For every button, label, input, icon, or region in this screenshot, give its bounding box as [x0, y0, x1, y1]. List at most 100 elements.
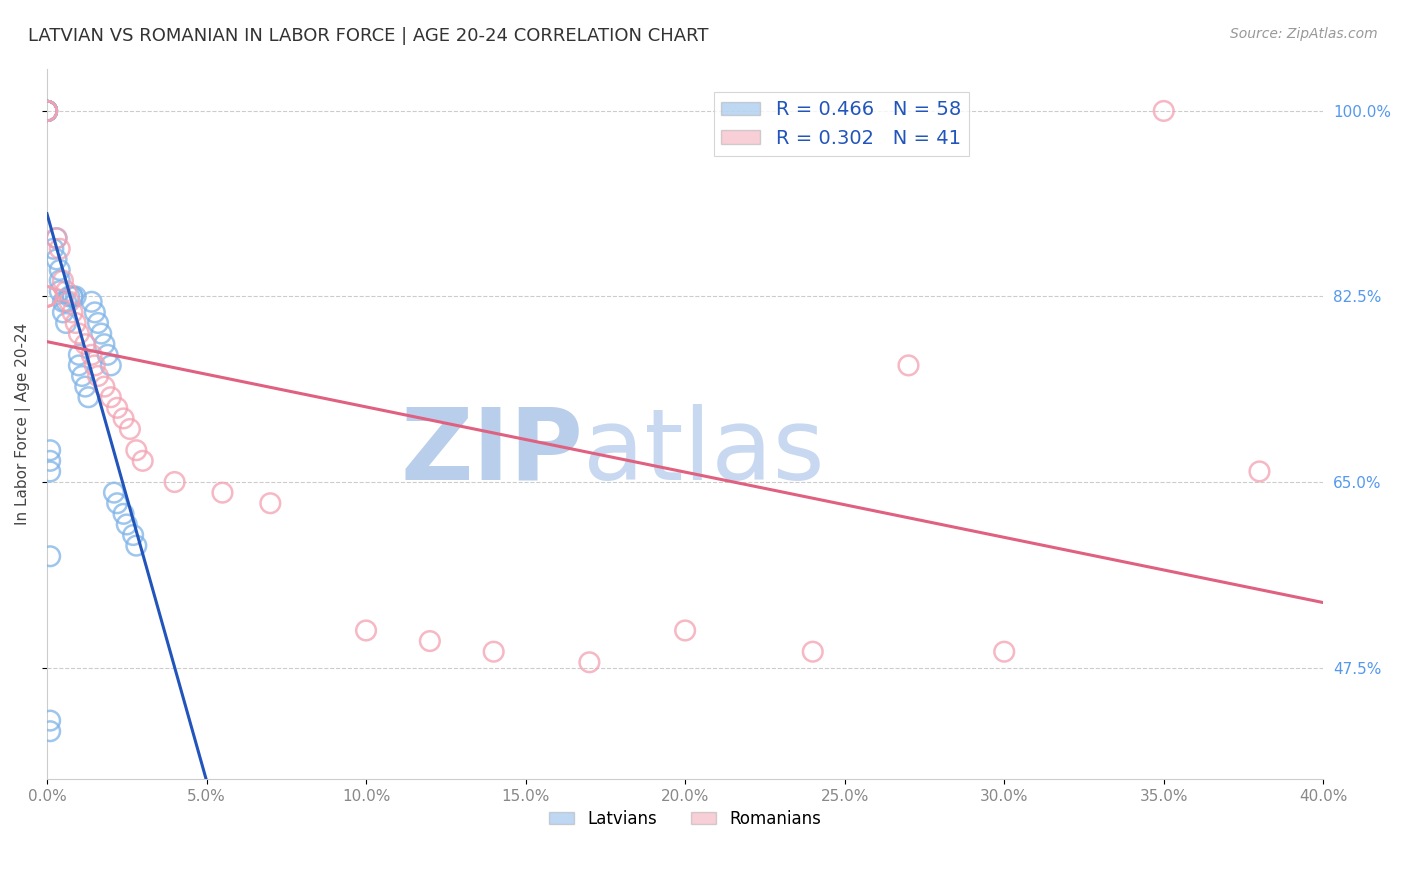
Point [115, 517, 138, 532]
Text: Source: ZipAtlas.com: Source: ZipAtlas.com [1230, 27, 1378, 41]
Text: atlas: atlas [583, 404, 825, 500]
Point [62, 305, 84, 319]
Point [112, 507, 135, 521]
Point [35, 103, 58, 118]
Point [105, 496, 128, 510]
Point [45, 231, 67, 245]
Point [211, 485, 233, 500]
Point [35, 103, 58, 118]
Point [65, 316, 87, 330]
Point [90, 326, 112, 341]
Point [578, 655, 600, 669]
Point [35, 103, 58, 118]
Point [35, 289, 58, 303]
Point [35, 103, 58, 118]
Legend: Latvians, Romanians: Latvians, Romanians [543, 803, 828, 835]
Point [67, 348, 90, 362]
Point [52, 294, 75, 309]
Point [65, 289, 87, 303]
Point [35, 289, 58, 303]
Point [67, 326, 90, 341]
Point [83, 305, 105, 319]
Point [55, 284, 77, 298]
Point [45, 231, 67, 245]
Point [97, 348, 120, 362]
Point [35, 103, 58, 118]
Point [35, 289, 58, 303]
Point [75, 379, 97, 393]
Point [35, 103, 58, 118]
Point [1153, 103, 1175, 118]
Point [48, 274, 70, 288]
Point [39, 454, 62, 468]
Point [35, 103, 58, 118]
Point [39, 443, 62, 458]
Point [52, 274, 75, 288]
Point [93, 379, 115, 393]
Point [118, 422, 141, 436]
Point [1249, 465, 1271, 479]
Point [80, 294, 103, 309]
Point [105, 401, 128, 415]
Point [35, 103, 58, 118]
Point [70, 369, 93, 384]
Point [35, 103, 58, 118]
Point [125, 443, 148, 458]
Point [35, 103, 58, 118]
Point [122, 528, 145, 542]
Point [35, 103, 58, 118]
Point [103, 485, 125, 500]
Point [35, 289, 58, 303]
Point [354, 624, 377, 638]
Point [35, 103, 58, 118]
Point [87, 369, 110, 384]
Y-axis label: In Labor Force | Age 20-24: In Labor Force | Age 20-24 [15, 323, 31, 524]
Point [55, 294, 77, 309]
Point [48, 263, 70, 277]
Point [39, 714, 62, 728]
Point [58, 294, 80, 309]
Point [35, 103, 58, 118]
Point [62, 289, 84, 303]
Point [77, 390, 100, 404]
Point [35, 103, 58, 118]
Point [100, 390, 122, 404]
Point [35, 103, 58, 118]
Point [55, 316, 77, 330]
Text: LATVIAN VS ROMANIAN IN LABOR FORCE | AGE 20-24 CORRELATION CHART: LATVIAN VS ROMANIAN IN LABOR FORCE | AGE… [28, 27, 709, 45]
Point [100, 359, 122, 373]
Point [39, 724, 62, 739]
Text: ZIP: ZIP [401, 404, 583, 500]
Point [80, 348, 103, 362]
Point [75, 337, 97, 351]
Point [48, 284, 70, 298]
Point [673, 624, 696, 638]
Point [52, 305, 75, 319]
Point [67, 359, 90, 373]
Point [35, 103, 58, 118]
Point [35, 103, 58, 118]
Point [87, 316, 110, 330]
Point [35, 103, 58, 118]
Point [58, 289, 80, 303]
Point [48, 242, 70, 256]
Point [35, 103, 58, 118]
Point [801, 645, 824, 659]
Point [62, 289, 84, 303]
Point [93, 337, 115, 351]
Point [83, 359, 105, 373]
Point [35, 103, 58, 118]
Point [35, 103, 58, 118]
Point [897, 359, 920, 373]
Point [131, 454, 153, 468]
Point [259, 496, 281, 510]
Point [993, 645, 1015, 659]
Point [419, 634, 441, 648]
Point [112, 411, 135, 425]
Point [45, 252, 67, 267]
Point [35, 103, 58, 118]
Point [39, 465, 62, 479]
Point [42, 242, 65, 256]
Point [35, 103, 58, 118]
Point [39, 549, 62, 564]
